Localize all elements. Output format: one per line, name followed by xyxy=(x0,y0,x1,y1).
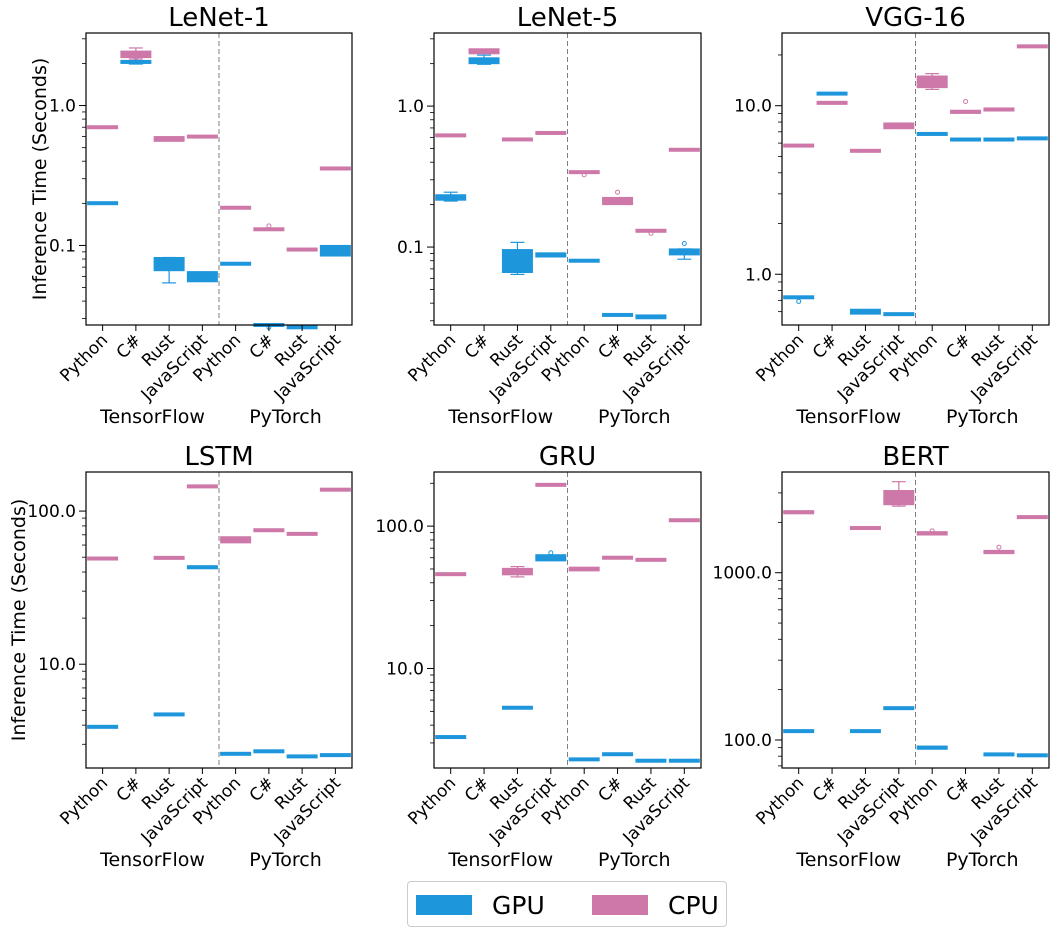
x-tick-label: Python xyxy=(56,773,112,829)
y-axis-label: Inference Time (Seconds) xyxy=(8,499,30,742)
gpu-box xyxy=(186,271,218,283)
group-label: TensorFlow xyxy=(795,849,901,871)
plot-frame xyxy=(781,32,1050,326)
y-tick-label: 1000.0 xyxy=(713,564,772,584)
group-label: TensorFlow xyxy=(99,849,205,871)
y-tick-label: 100.0 xyxy=(27,502,76,522)
gpu-box xyxy=(319,244,351,257)
legend-item-gpu: GPU xyxy=(416,890,545,920)
y-tick-label: 1.0 xyxy=(745,265,772,285)
y-tick-label: 10.0 xyxy=(38,655,76,675)
cpu-outlier xyxy=(996,544,1002,550)
cpu-outlier xyxy=(648,230,654,236)
group-label: PyTorch xyxy=(249,406,322,428)
y-tick-label: 1.0 xyxy=(49,97,76,117)
cpu-box xyxy=(916,75,948,89)
y-tick-label: 1.0 xyxy=(397,97,424,117)
y-tick-label: 100.0 xyxy=(723,731,772,751)
x-tick-label: Python xyxy=(56,330,112,386)
legend-swatch-gpu xyxy=(416,895,472,915)
gpu-outlier xyxy=(548,550,554,556)
cpu-outlier xyxy=(615,189,621,195)
group-label: PyTorch xyxy=(946,849,1019,871)
y-tick-label: 10.0 xyxy=(386,659,424,679)
chart-title: LeNet-1 xyxy=(168,3,270,33)
gpu-outlier xyxy=(681,240,687,246)
y-tick-label: 10.0 xyxy=(734,97,772,117)
chart-title: VGG-16 xyxy=(865,3,966,33)
group-label: PyTorch xyxy=(598,849,671,871)
legend-item-cpu: CPU xyxy=(592,890,719,920)
legend-label-cpu: CPU xyxy=(668,890,719,920)
legend-label-gpu: GPU xyxy=(492,890,545,920)
x-tick-label: Python xyxy=(404,773,460,829)
y-tick-label: 0.1 xyxy=(397,238,424,258)
y-tick-label: 100.0 xyxy=(375,517,424,537)
chart-title: LSTM xyxy=(184,442,253,472)
cpu-outlier xyxy=(929,528,935,534)
plot-frame xyxy=(85,471,353,769)
plot-frame xyxy=(433,32,702,326)
y-tick-label: 0.1 xyxy=(49,236,76,256)
plot-frame xyxy=(85,32,353,326)
plot-frame xyxy=(433,471,702,769)
cpu-outlier xyxy=(581,172,587,178)
chart-title: LeNet-5 xyxy=(517,3,619,33)
group-label: TensorFlow xyxy=(99,406,205,428)
x-tick-label: Python xyxy=(752,773,808,829)
y-axis-label: Inference Time (Seconds) xyxy=(29,58,51,301)
group-label: TensorFlow xyxy=(447,849,553,871)
x-tick-label: Python xyxy=(752,330,808,386)
group-label: PyTorch xyxy=(598,406,671,428)
group-label: TensorFlow xyxy=(795,406,901,428)
cpu-outlier xyxy=(266,223,272,229)
legend-swatch-cpu xyxy=(592,895,648,915)
legend: GPU CPU xyxy=(407,881,727,927)
group-label: PyTorch xyxy=(249,849,322,871)
chart-title: GRU xyxy=(539,442,596,472)
cpu-outlier xyxy=(963,98,969,104)
gpu-box xyxy=(153,257,185,272)
chart-title: BERT xyxy=(882,442,948,472)
gpu-outlier xyxy=(796,298,802,304)
gpu-box xyxy=(501,249,533,274)
group-label: TensorFlow xyxy=(447,406,553,428)
x-tick-label: Python xyxy=(404,330,460,386)
plot-frame xyxy=(781,471,1050,769)
group-label: PyTorch xyxy=(946,406,1019,428)
